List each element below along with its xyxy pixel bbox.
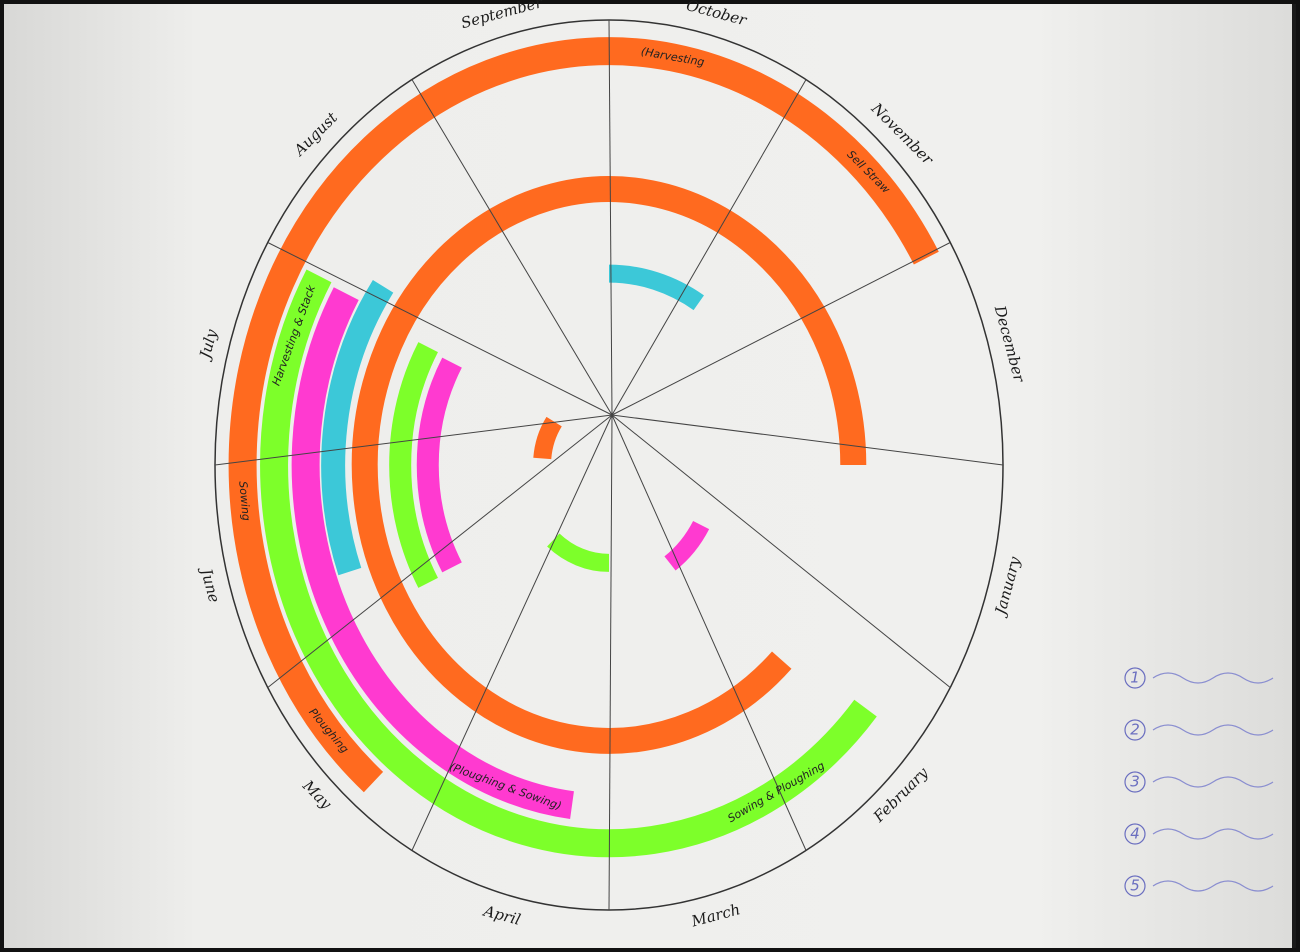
paper <box>4 4 1292 948</box>
activity-band <box>260 269 877 858</box>
activity-band <box>291 287 574 819</box>
legend-number: 3 <box>1130 773 1140 791</box>
spoke <box>411 414 613 851</box>
legend-circle <box>1124 719 1146 741</box>
activity-band <box>547 533 610 572</box>
spoke <box>214 414 613 466</box>
spoke <box>611 414 1004 466</box>
legend-circle <box>1124 667 1146 689</box>
legend-scribble <box>1152 880 1274 892</box>
legend-number: 4 <box>1130 825 1140 843</box>
activity-band <box>389 342 438 588</box>
spoke <box>267 242 613 416</box>
legend-scribble <box>1152 672 1274 684</box>
activity-band <box>664 520 710 571</box>
spoke <box>267 414 613 688</box>
spoke <box>608 414 613 911</box>
legend-number: 2 <box>1130 721 1140 739</box>
activity-band <box>608 264 704 311</box>
activity-band <box>533 416 562 460</box>
legend-scribble <box>1152 828 1274 840</box>
legend-number: 1 <box>1130 669 1140 687</box>
legend-scribble <box>1152 724 1274 736</box>
spoke <box>611 79 807 416</box>
activity-band <box>228 37 939 793</box>
spoke <box>608 19 613 416</box>
legend-scribble <box>1152 776 1274 788</box>
legend-circle <box>1124 771 1146 793</box>
spoke <box>411 79 613 416</box>
activity-band <box>416 357 462 573</box>
spoke <box>611 414 807 851</box>
legend: 1 2 3 4 5 <box>1124 667 1274 897</box>
spoke <box>611 242 951 416</box>
spoke <box>611 414 951 688</box>
legend-number: 5 <box>1130 877 1140 895</box>
legend-circle <box>1124 875 1146 897</box>
legend-circle <box>1124 823 1146 845</box>
activity-band <box>321 280 394 576</box>
activity-label: Sowing <box>236 481 252 522</box>
activity-band <box>351 176 867 754</box>
